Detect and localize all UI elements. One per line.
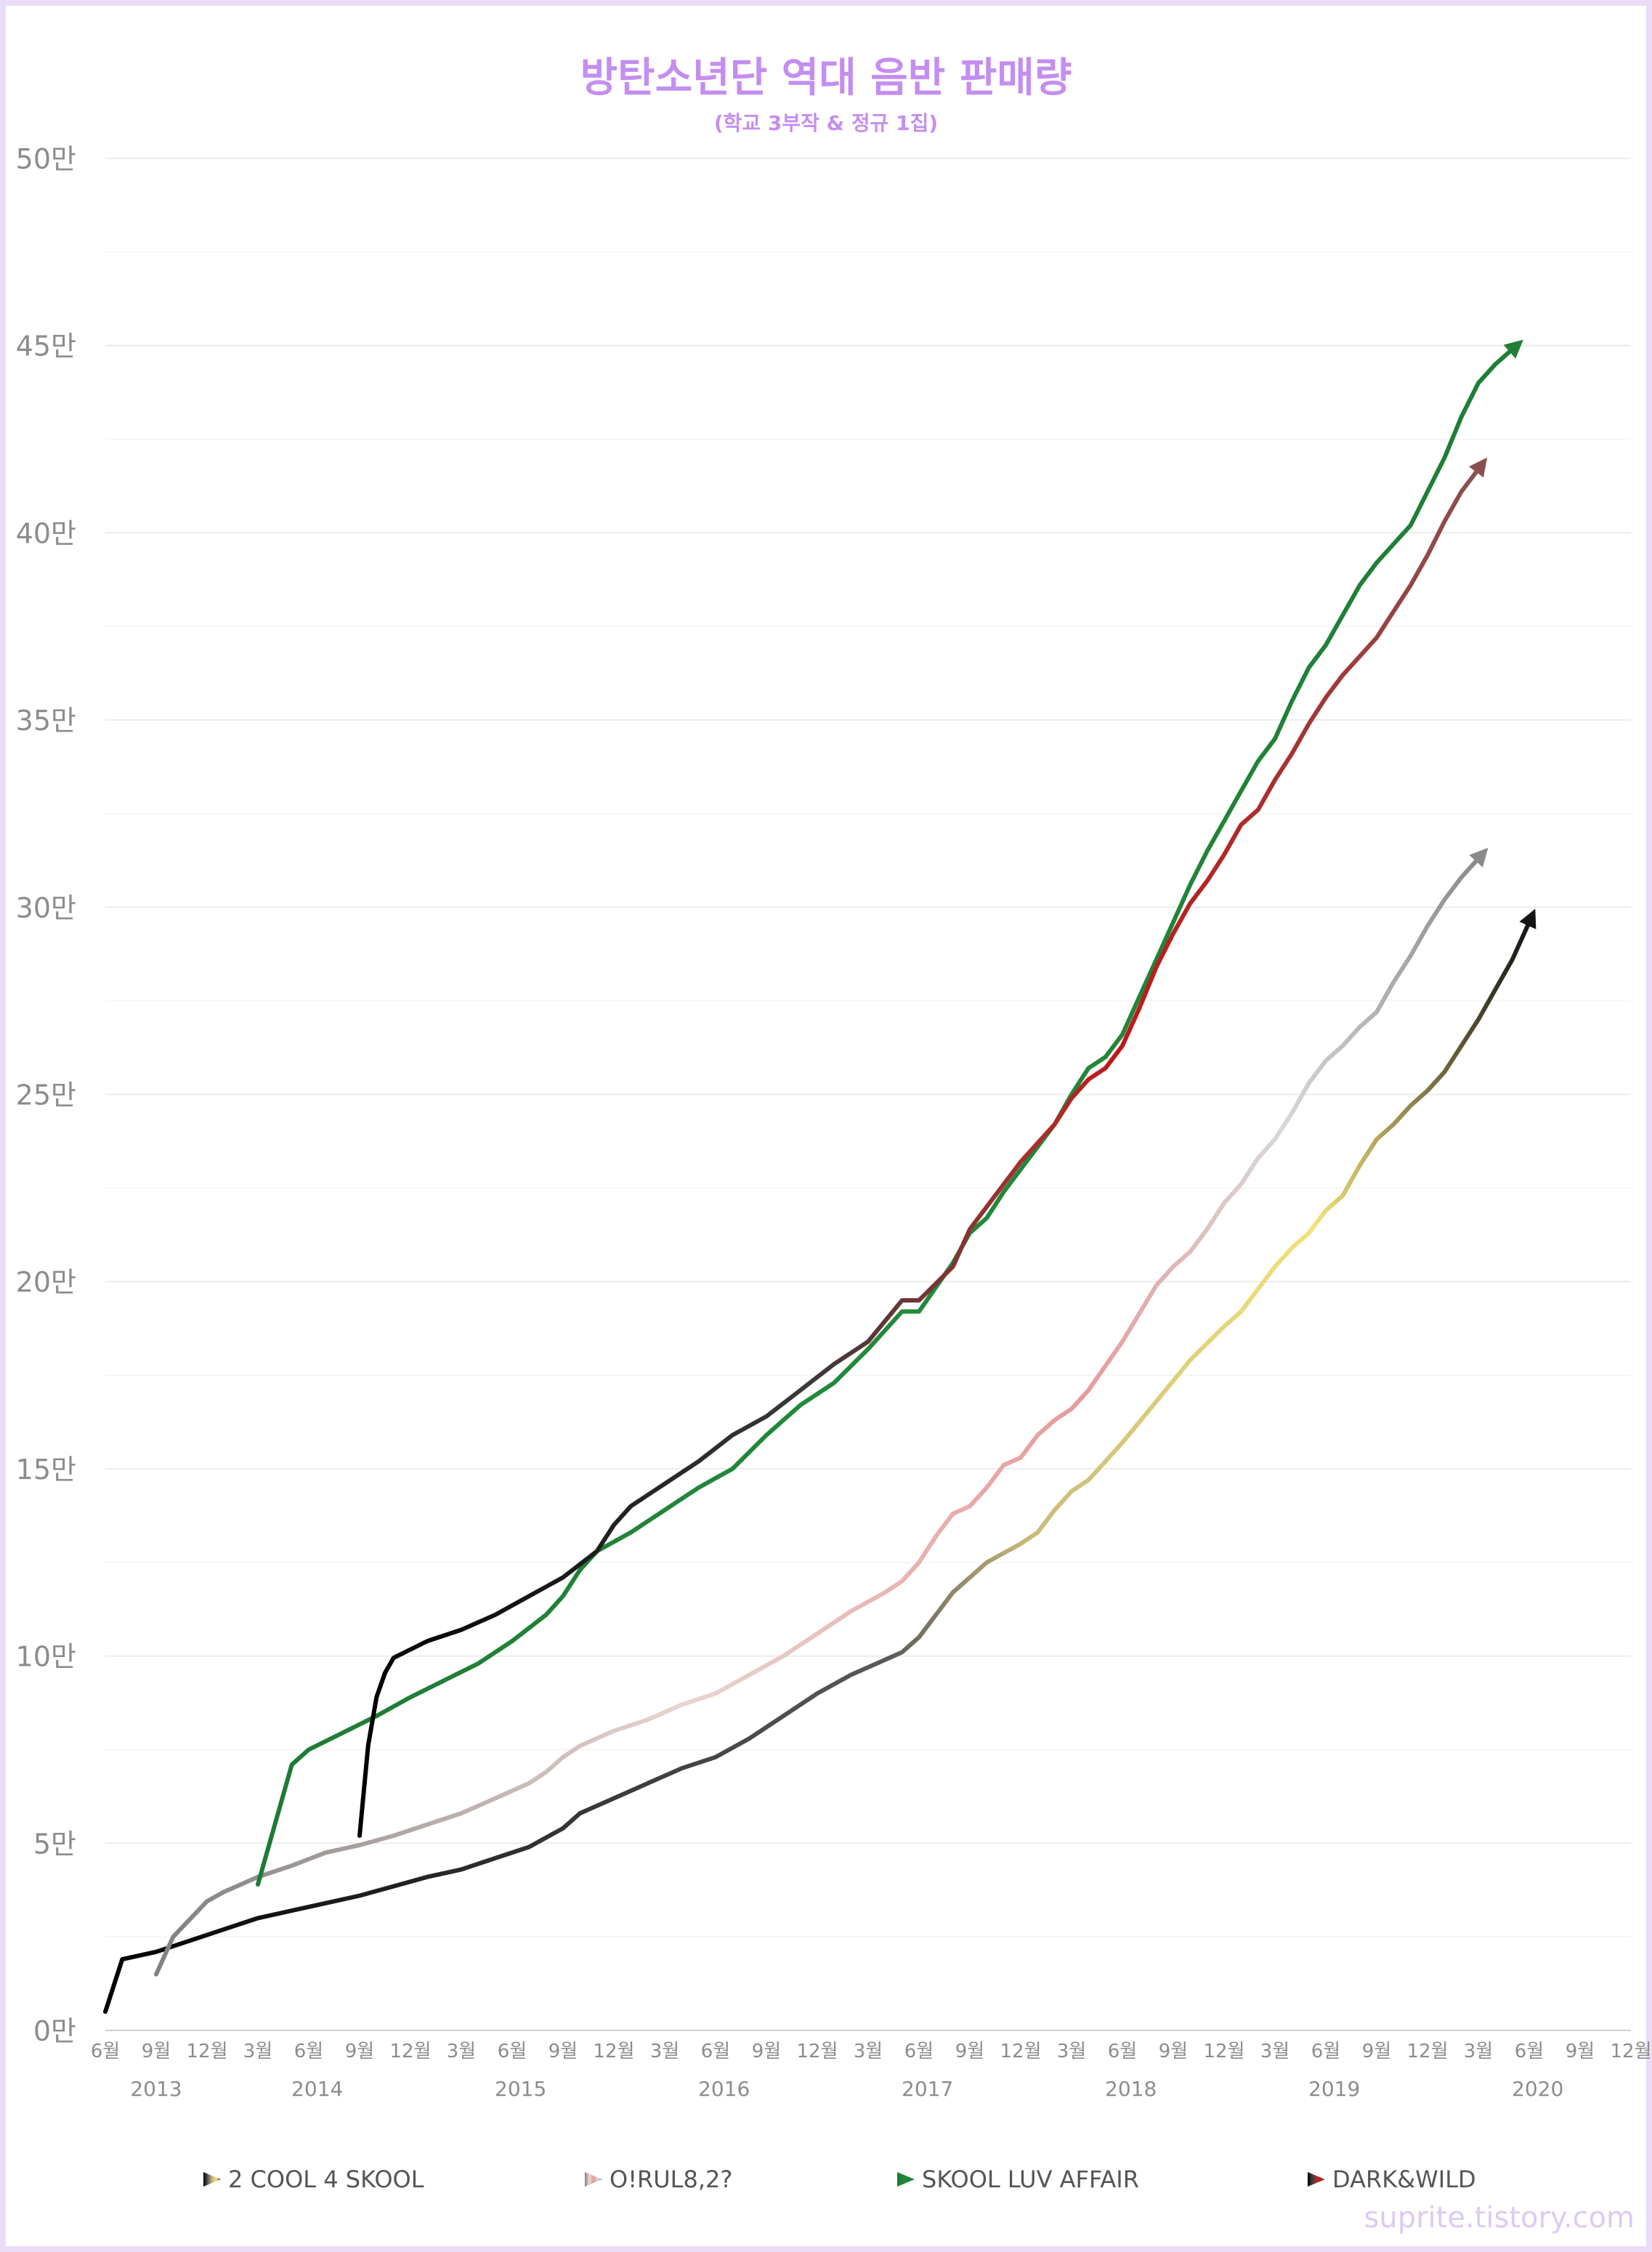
x-tick-label: 12월	[1000, 2041, 1041, 2062]
x-tick-label: 3월	[243, 2041, 272, 2062]
x-tick-label: 12월	[796, 2041, 838, 2062]
x-tick-label: 6월	[91, 2041, 120, 2062]
x-tick-label: 9월	[548, 2041, 578, 2062]
y-tick-label: 15만	[16, 1454, 76, 1486]
x-tick-label: 9월	[1566, 2041, 1595, 2062]
x-tick-label: 9월	[142, 2041, 171, 2062]
x-tick-label: 12월	[1406, 2041, 1448, 2062]
legend-label: 2 COOL 4 SKOOL	[228, 2166, 424, 2193]
x-tick-label: 12월	[389, 2041, 431, 2062]
x-tick-label: 3월	[1464, 2041, 1493, 2062]
x-tick-label: 6월	[1311, 2041, 1340, 2062]
legend: 2 COOL 4 SKOOL O!RUL8,2? SKOOL LUV AFFAI…	[0, 2161, 1652, 2198]
x-year-label: 2018	[1105, 2077, 1157, 2101]
x-axis: 6월 9월 12월 3월 6월 9월 12월 3월 6월 9월 12월 3월 6월 9월 12월 3월 6월 9월…	[91, 2041, 1652, 2101]
grid-lines	[105, 158, 1631, 2031]
y-tick-label: 40만	[16, 517, 76, 549]
x-year-label: 2013	[130, 2077, 182, 2101]
x-tick-label: 6월	[1108, 2041, 1137, 2062]
y-tick-label: 10만	[16, 1641, 76, 1673]
legend-item-2cool4skool[interactable]: 2 COOL 4 SKOOL	[203, 2161, 424, 2198]
x-tick-label: 9월	[752, 2041, 781, 2062]
legend-swatch-icon	[203, 2172, 221, 2187]
watermark: suprite.tistory.com	[1364, 2201, 1635, 2235]
chart-title: 방탄소년단 역대 음반 판매량	[580, 54, 1072, 102]
x-year-label: 2020	[1512, 2077, 1563, 2101]
x-tick-label: 3월	[447, 2041, 476, 2062]
x-tick-label: 12월	[593, 2041, 634, 2062]
x-tick-label: 6월	[1515, 2041, 1544, 2062]
y-tick-label: 50만	[16, 143, 76, 175]
x-tick-label: 6월	[904, 2041, 934, 2062]
y-tick-label: 30만	[16, 892, 76, 924]
x-year-label: 2019	[1308, 2077, 1360, 2101]
x-tick-label: 12월	[186, 2041, 227, 2062]
x-year-label: 2017	[902, 2077, 953, 2101]
legend-swatch-icon	[585, 2172, 602, 2187]
legend-swatch-icon	[1308, 2172, 1325, 2187]
x-tick-label: 9월	[955, 2041, 984, 2062]
legend-item-skool-luv-affair[interactable]: SKOOL LUV AFFAIR	[897, 2161, 1139, 2198]
chart-subtitle: (학교 3부작 & 정규 1집)	[713, 111, 939, 135]
y-axis: 0만 5만 10만 15만 20만 25만 30만 35만 40만 45만 50만	[16, 143, 76, 2047]
series-line-1	[154, 847, 1489, 1977]
y-tick-label: 20만	[16, 1266, 76, 1298]
x-tick-label: 9월	[1362, 2041, 1391, 2062]
y-tick-label: 25만	[16, 1080, 76, 1111]
x-tick-label: 6월	[701, 2041, 730, 2062]
x-tick-label: 3월	[650, 2041, 679, 2062]
x-tick-label: 9월	[345, 2041, 374, 2062]
x-tick-label: 6월	[498, 2041, 527, 2062]
x-tick-label: 12월	[1610, 2041, 1651, 2062]
x-year-label: 2014	[291, 2077, 343, 2101]
y-tick-label: 35만	[16, 705, 76, 737]
x-year-label: 2015	[495, 2077, 546, 2101]
legend-label: DARK&WILD	[1332, 2166, 1476, 2193]
series-line-3	[357, 457, 1488, 1838]
legend-item-dark-and-wild[interactable]: DARK&WILD	[1308, 2161, 1476, 2198]
legend-item-orul82[interactable]: O!RUL8,2?	[585, 2161, 732, 2198]
legend-swatch-icon	[897, 2172, 915, 2187]
legend-label: SKOOL LUV AFFAIR	[922, 2166, 1139, 2193]
series-line-0	[103, 909, 1536, 2014]
series-lines	[103, 339, 1536, 2014]
x-tick-label: 6월	[294, 2041, 323, 2062]
y-tick-label: 5만	[33, 1828, 76, 1860]
series-line-2	[256, 339, 1523, 1887]
x-tick-label: 12월	[1203, 2041, 1244, 2062]
x-tick-label: 3월	[1057, 2041, 1086, 2062]
legend-label: O!RUL8,2?	[610, 2166, 733, 2193]
x-tick-label: 9월	[1159, 2041, 1188, 2062]
x-tick-label: 3월	[1260, 2041, 1289, 2062]
x-tick-label: 3월	[854, 2041, 883, 2062]
y-tick-label: 0만	[33, 2015, 76, 2047]
x-year-label: 2016	[698, 2077, 750, 2101]
y-tick-label: 45만	[16, 331, 76, 362]
